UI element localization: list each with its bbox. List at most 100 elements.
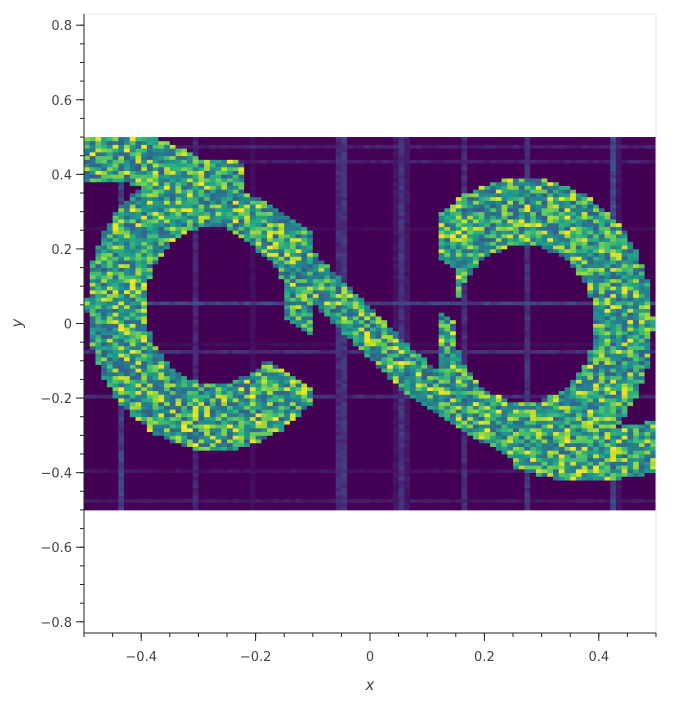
heatmap-cell [186, 342, 194, 347]
heatmap-cell [227, 345, 234, 350]
heatmap-cell [421, 502, 428, 507]
heatmap-cell [124, 435, 131, 440]
heatmap-cell [484, 342, 491, 347]
heatmap-cell [186, 461, 194, 466]
heatmap-cell [518, 371, 525, 377]
heatmap-cell [175, 461, 182, 466]
heatmap-cell [444, 334, 451, 339]
heatmap-cell [455, 424, 462, 429]
heatmap-cell [627, 379, 634, 384]
heatmap-cell [106, 412, 113, 418]
heatmap-cell [484, 420, 491, 425]
heatmap-cell [289, 386, 297, 392]
heatmap-cell [427, 379, 434, 384]
heatmap-cell [615, 401, 623, 406]
heatmap-cell [267, 498, 274, 503]
heatmap-cell [301, 353, 308, 358]
heatmap-cell [633, 491, 640, 496]
heatmap-cell [272, 465, 279, 470]
heatmap-cell [650, 386, 657, 392]
heatmap-cell [495, 424, 502, 429]
heatmap-cell [564, 476, 571, 481]
heatmap-cell [484, 502, 491, 507]
heatmap-cell [472, 450, 480, 455]
heatmap-cell [410, 450, 417, 455]
heatmap-cell [581, 360, 588, 365]
heatmap-cell [610, 353, 617, 358]
heatmap-cell [272, 334, 279, 339]
heatmap-cell [375, 427, 382, 433]
heatmap-cell [301, 446, 308, 451]
heatmap-cell [553, 506, 560, 511]
heatmap-cell [530, 450, 537, 455]
heatmap-cell [141, 349, 148, 354]
heatmap-cell [181, 442, 188, 447]
heatmap-cell [244, 342, 251, 347]
heatmap-cell [295, 420, 302, 425]
heatmap-cell [146, 401, 154, 406]
heatmap-cell [438, 491, 445, 496]
heatmap-cell [289, 323, 297, 328]
heatmap-cell [307, 506, 314, 511]
heatmap-cell [598, 480, 605, 485]
heatmap-cell [244, 442, 251, 447]
heatmap-cell [146, 416, 154, 421]
heatmap-cell [141, 427, 148, 433]
heatmap-cell [135, 442, 142, 447]
heatmap-cell [352, 342, 359, 347]
heatmap-cell [352, 394, 359, 399]
heatmap-cell [238, 349, 245, 354]
heatmap-cell [267, 468, 274, 474]
heatmap-cell [398, 416, 405, 421]
heatmap-cell [604, 375, 611, 380]
heatmap-cell [455, 368, 462, 373]
heatmap-cell [118, 465, 125, 470]
heatmap-cell [650, 457, 657, 462]
heatmap-cell [146, 405, 154, 410]
heatmap-cell [335, 468, 342, 474]
heatmap-cell [84, 465, 91, 470]
heatmap-cell [644, 420, 651, 425]
heatmap-cell [95, 330, 102, 336]
heatmap-cell [186, 412, 194, 418]
heatmap-cell [284, 364, 291, 369]
heatmap-cell [181, 323, 188, 328]
heatmap-cell [450, 442, 457, 447]
heatmap-cell [112, 424, 119, 429]
heatmap-cell [129, 349, 136, 354]
heatmap-cell [432, 386, 440, 392]
heatmap-cell [267, 450, 274, 455]
heatmap-cell [427, 468, 434, 474]
heatmap-cell [186, 345, 194, 350]
heatmap-cell [318, 390, 325, 395]
heatmap-cell [627, 502, 634, 507]
heatmap-cell [209, 457, 216, 462]
heatmap-cell [169, 412, 176, 418]
heatmap-cell [404, 368, 411, 373]
heatmap-cell [455, 476, 462, 481]
heatmap-cell [518, 498, 525, 503]
heatmap-cell [455, 487, 462, 492]
heatmap-cell [267, 457, 274, 462]
heatmap-cell [518, 483, 525, 488]
heatmap-cell [238, 364, 245, 369]
heatmap-cell [524, 506, 531, 511]
heatmap-cell [272, 439, 279, 444]
heatmap-cell [598, 498, 605, 503]
heatmap-cell [604, 401, 611, 406]
heatmap-cell [432, 457, 440, 462]
heatmap-cell [638, 330, 645, 336]
heatmap-cell [146, 502, 154, 507]
heatmap-cell [261, 409, 268, 414]
heatmap-cell [318, 431, 325, 436]
heatmap-cell [158, 349, 165, 354]
heatmap-cell [387, 398, 394, 403]
heatmap-cell [307, 394, 314, 399]
heatmap-cell [455, 454, 462, 459]
heatmap-cell [101, 498, 108, 503]
heatmap-cell [472, 371, 480, 377]
heatmap-cell [175, 386, 182, 392]
heatmap-cell [301, 461, 308, 466]
heatmap-cell [547, 390, 554, 395]
heatmap-cell [215, 468, 222, 474]
